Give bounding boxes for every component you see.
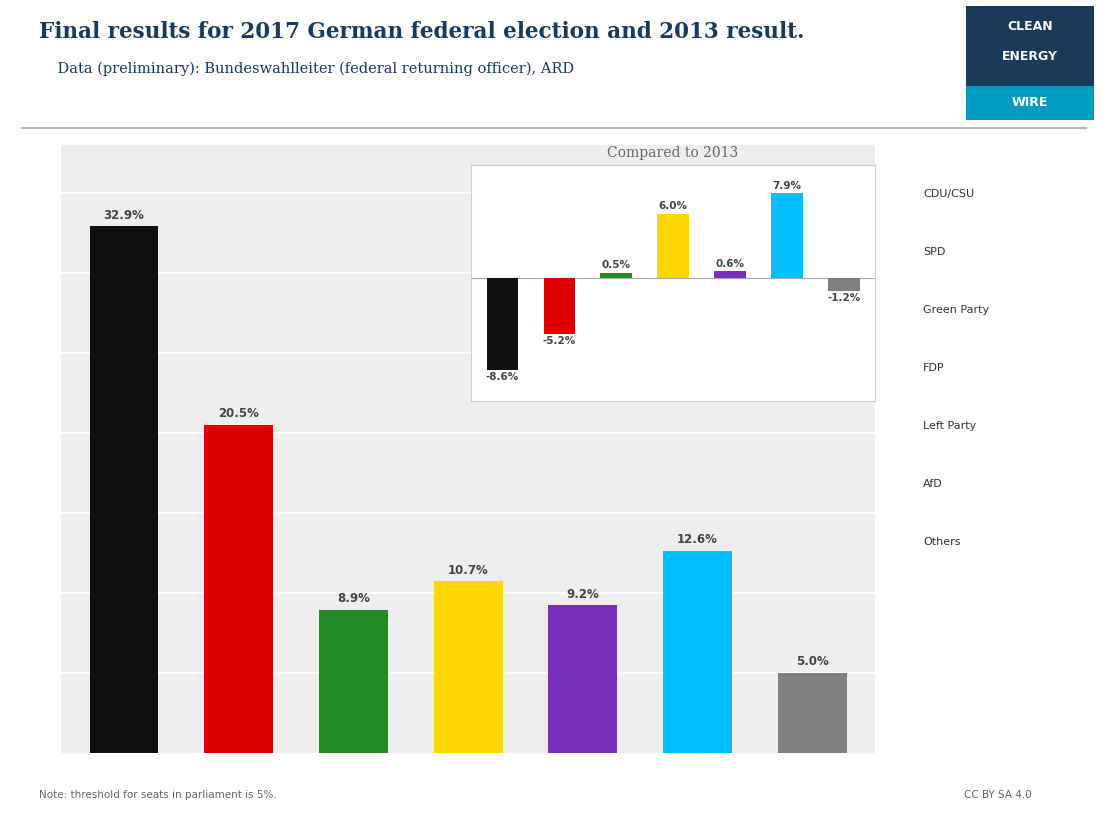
- Bar: [90, 227, 158, 753]
- Bar: [771, 194, 802, 278]
- Bar: [204, 424, 274, 753]
- Bar: [544, 278, 575, 333]
- Text: 0.5%: 0.5%: [602, 261, 630, 270]
- Title: Compared to 2013: Compared to 2013: [607, 146, 739, 160]
- Text: Left Party: Left Party: [923, 421, 976, 431]
- Text: -5.2%: -5.2%: [543, 336, 576, 346]
- Text: AfD: AfD: [923, 479, 943, 489]
- Text: -1.2%: -1.2%: [828, 293, 861, 303]
- Text: 20.5%: 20.5%: [218, 407, 259, 420]
- Text: Data (preliminary): Bundeswahlleiter (federal returning officer), ARD: Data (preliminary): Bundeswahlleiter (fe…: [39, 62, 574, 76]
- Text: 5.0%: 5.0%: [796, 655, 829, 667]
- Text: CDU/CSU: CDU/CSU: [923, 189, 974, 199]
- Text: WIRE: WIRE: [1012, 96, 1048, 109]
- Text: Green Party: Green Party: [923, 305, 989, 315]
- Text: CC BY SA 4.0: CC BY SA 4.0: [964, 790, 1032, 800]
- Text: ENERGY: ENERGY: [1002, 50, 1058, 63]
- Bar: [319, 610, 388, 753]
- Bar: [601, 273, 632, 278]
- Text: 10.7%: 10.7%: [448, 564, 489, 576]
- Text: SPD: SPD: [923, 247, 945, 257]
- Bar: [548, 605, 617, 753]
- Bar: [829, 278, 860, 291]
- Bar: [663, 551, 732, 753]
- Text: CLEAN: CLEAN: [1007, 20, 1053, 33]
- Text: 12.6%: 12.6%: [677, 533, 718, 546]
- Text: FDP: FDP: [923, 363, 945, 373]
- Text: Final results for 2017 German federal election and 2013 result.: Final results for 2017 German federal el…: [39, 21, 804, 43]
- Text: 6.0%: 6.0%: [658, 202, 688, 212]
- Bar: [433, 581, 503, 753]
- Bar: [966, 86, 1094, 120]
- Text: Note: threshold for seats in parliament is 5%.: Note: threshold for seats in parliament …: [39, 790, 277, 800]
- Bar: [657, 213, 689, 278]
- Text: 9.2%: 9.2%: [566, 588, 599, 600]
- Bar: [486, 278, 517, 370]
- Bar: [715, 271, 746, 278]
- Text: 8.9%: 8.9%: [337, 592, 370, 605]
- Text: 32.9%: 32.9%: [103, 208, 144, 222]
- Text: Others: Others: [923, 537, 961, 547]
- Text: 7.9%: 7.9%: [772, 181, 801, 191]
- Bar: [778, 672, 847, 753]
- Text: -8.6%: -8.6%: [485, 372, 519, 382]
- Text: 0.6%: 0.6%: [716, 260, 745, 270]
